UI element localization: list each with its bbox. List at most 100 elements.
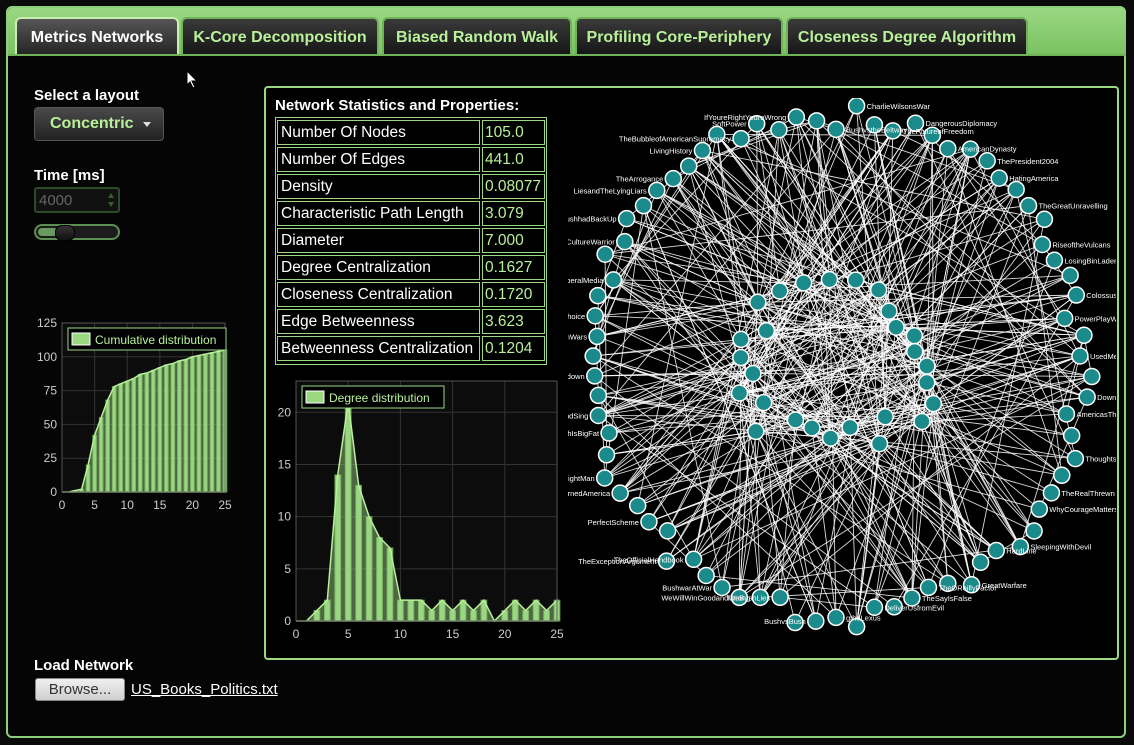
graph-node <box>693 141 712 160</box>
stats-row: Closeness Centralization 0.1720 <box>277 282 545 307</box>
legend-box <box>67 327 227 351</box>
graph-node <box>961 140 980 158</box>
graph-edge <box>811 427 837 618</box>
stats-row: Characteristic Path Length 3.079 <box>277 201 545 226</box>
graph-edge <box>688 165 913 599</box>
graph-node <box>657 552 676 570</box>
graph-edge <box>608 357 742 434</box>
graph-edge <box>637 259 1055 506</box>
graph-edge <box>648 355 1081 523</box>
stats-key: Density <box>277 174 480 199</box>
graph-node <box>757 322 776 340</box>
graph-node <box>906 342 924 361</box>
stats-value: 0.1627 <box>482 255 545 280</box>
stats-value: 3.079 <box>482 201 545 226</box>
graph-node <box>786 613 804 632</box>
graph-edge <box>702 150 759 303</box>
graph-node <box>586 307 604 325</box>
x-tick-label: 15 <box>153 498 167 512</box>
y-tick-label: 0 <box>50 485 57 499</box>
node-label: LosingBinLaden <box>1064 256 1116 265</box>
tab-biased-random-walk[interactable]: Biased Random Walk <box>382 17 572 54</box>
graph-edge <box>688 120 817 167</box>
chevron-down-icon <box>143 122 151 127</box>
graph-edge <box>928 260 1055 588</box>
graph-node <box>1057 405 1076 423</box>
graph-edge <box>648 521 707 576</box>
stats-key: Degree Centralization <box>277 255 480 280</box>
graph-edge <box>811 376 1092 429</box>
node-label: TheGreatUnravelling <box>1039 202 1108 211</box>
graph-edge <box>835 129 916 352</box>
node-label: GreatWarfare <box>982 581 1027 590</box>
graph-edge <box>595 301 758 317</box>
node-label: TheClintonWars <box>568 332 587 341</box>
node-label: PowerPlayWasBush <box>1075 314 1116 323</box>
y-tick-label: 15 <box>278 457 292 471</box>
graph-edge <box>829 279 1063 476</box>
graph-node <box>869 281 888 299</box>
graph-node <box>847 98 866 115</box>
graph-edge <box>592 190 658 357</box>
graph-node <box>616 232 634 251</box>
graph-node <box>634 196 653 215</box>
graph-node <box>786 411 805 429</box>
node-label: TheSayIsFalse <box>922 594 972 603</box>
graph-edge <box>594 375 895 608</box>
graph-node <box>884 122 902 140</box>
graph-node <box>870 434 889 453</box>
graph-node <box>684 550 703 569</box>
stats-key: Betweenness Centralization <box>277 336 480 361</box>
time-label: Time [ms] <box>34 167 105 184</box>
graph-node <box>611 484 629 502</box>
graph-edge <box>915 122 1043 245</box>
tab-metrics-networks[interactable]: Metrics Networks <box>15 17 179 54</box>
file-name-link[interactable]: US_Books_Politics.txt <box>131 681 278 698</box>
x-tick-label: 25 <box>218 498 232 512</box>
y-tick-label: 0 <box>284 614 291 628</box>
tab-closeness-degree-algorithm[interactable]: Closeness Degree Algorithm <box>786 17 1028 54</box>
graph-edge <box>855 279 1085 336</box>
time-slider[interactable] <box>34 224 120 241</box>
node-label: RiseoftheVulcans <box>1052 240 1110 249</box>
graph-edge <box>705 427 851 576</box>
graph-edge <box>656 190 1040 510</box>
tab-profiling-core-periphery[interactable]: Profiling Core-Periphery <box>575 17 783 54</box>
time-input[interactable] <box>34 187 120 213</box>
tab-k-core-decomposition[interactable]: K-Core Decomposition <box>181 17 379 54</box>
x-tick-label: 20 <box>186 498 200 512</box>
graph-edge <box>626 218 856 281</box>
browse-button[interactable]: Browse... <box>35 678 125 701</box>
node-label: LiesandTheLyingLiars <box>574 186 647 195</box>
graph-edge <box>780 596 875 608</box>
graph-node <box>751 588 770 607</box>
graph-edge <box>592 355 949 584</box>
graph-node <box>732 330 750 349</box>
node-label: BushhadBackUp <box>568 215 617 224</box>
spinner-arrows-icon[interactable] <box>106 190 116 210</box>
graph-edge <box>643 205 723 588</box>
stats-value: 0.08077 <box>482 174 545 199</box>
graph-edge <box>666 427 851 562</box>
node-label: BetrayalBreakdown <box>568 372 585 381</box>
statistics-title: Network Statistics and Properties: <box>275 97 520 114</box>
graph-node <box>807 612 825 630</box>
graph-edge <box>738 282 805 598</box>
graph-node <box>1030 500 1049 518</box>
graph-edge <box>879 189 1017 444</box>
graph-node <box>1045 251 1064 270</box>
graph-edge <box>702 150 805 284</box>
node-label: ShutUpandSing <box>568 411 588 420</box>
graph-node <box>585 367 604 385</box>
network-graph[interactable]: BushvstheBeltway CharlieWilsonsWar TheFutu… <box>568 98 1116 638</box>
node-label: BushvsBush <box>764 617 806 626</box>
graph-node <box>1011 537 1030 556</box>
graph-node <box>771 282 789 300</box>
graph-edge <box>830 437 929 588</box>
slider-thumb[interactable] <box>55 225 75 241</box>
graph-edge <box>594 373 753 377</box>
graph-node <box>747 422 765 441</box>
node-label: UsedMeBadger <box>1090 352 1116 361</box>
layout-dropdown[interactable]: Concentric <box>34 107 164 141</box>
node-label: DangerousDiplomacy <box>925 119 997 128</box>
